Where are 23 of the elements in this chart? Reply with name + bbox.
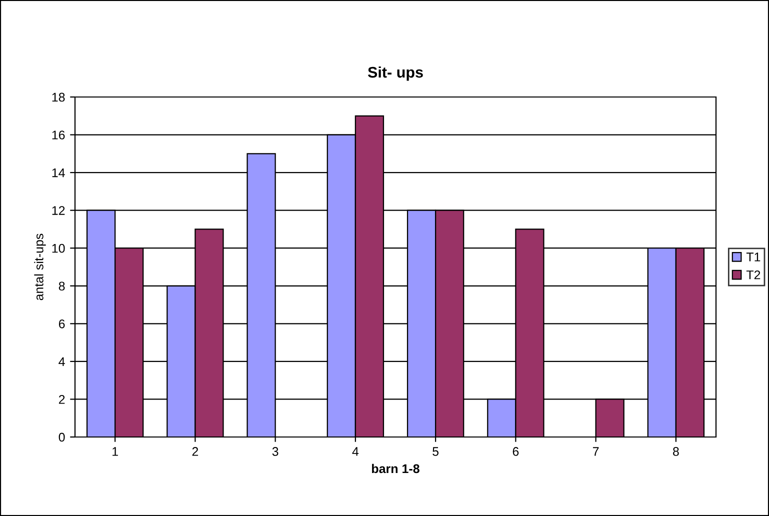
- y-tick-label: 14: [52, 168, 65, 178]
- y-tick-label: 10: [52, 244, 65, 253]
- x-tick-label: 6: [512, 447, 519, 456]
- x-tick-label: 1: [112, 447, 118, 456]
- x-tick-label: 8: [673, 447, 679, 456]
- x-tick-label: 4: [352, 447, 359, 456]
- y-axis-title: antal sit-ups: [34, 234, 46, 300]
- y-tick-label: 12: [52, 206, 65, 215]
- y-tick-label: 2: [58, 395, 65, 404]
- y-tick-label: 6: [58, 319, 65, 328]
- y-tick-label: 16: [52, 130, 65, 140]
- x-tick-label: 2: [192, 447, 198, 456]
- x-tick-label: 5: [432, 447, 439, 456]
- y-tick-label: 4: [58, 357, 65, 366]
- y-tick-label: 8: [58, 282, 65, 291]
- x-axis-title: barn 1-8: [372, 464, 420, 474]
- x-tick-label: 3: [272, 447, 278, 456]
- y-tick-label: 0: [58, 432, 65, 442]
- legend-label: T2: [746, 270, 760, 280]
- chart-title: Sit- ups: [368, 66, 423, 81]
- y-tick-label: 18: [52, 92, 65, 102]
- legend-label: T1: [746, 252, 760, 262]
- x-tick-label: 7: [592, 447, 599, 456]
